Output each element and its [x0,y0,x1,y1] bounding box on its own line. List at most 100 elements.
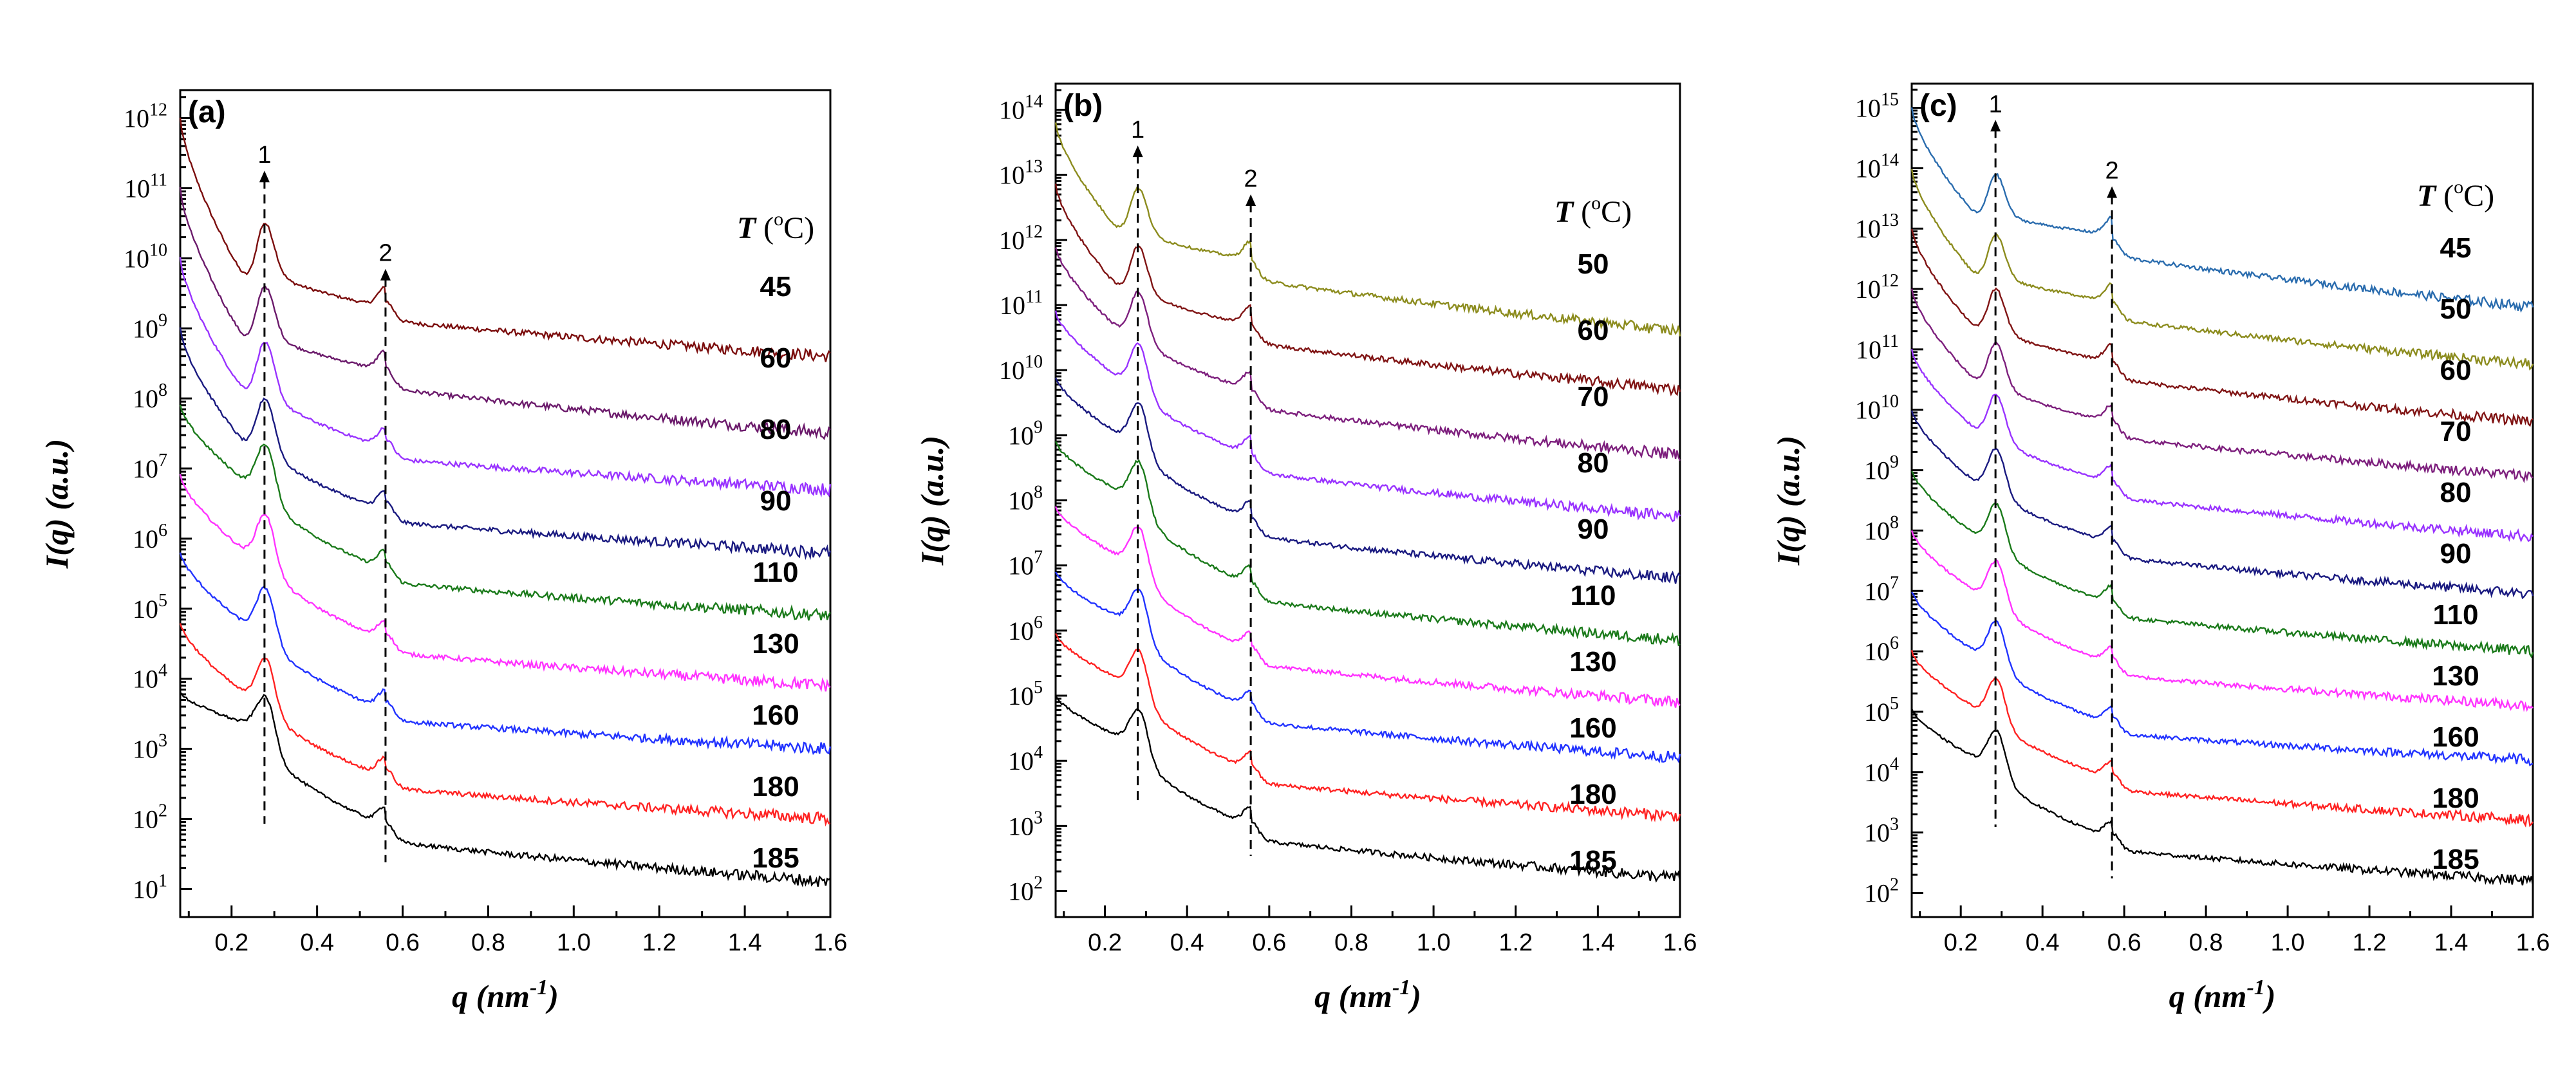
x-tick-label: 0.8 [471,929,505,956]
y-tick-label: 108 [1008,483,1043,515]
peak-label: 1 [257,142,271,169]
series-line-160 [179,552,832,756]
x-tick-label: 1.4 [2434,929,2469,956]
series-line-60 [1054,183,1681,396]
y-tick-label: 102 [1008,873,1043,906]
panel-b: 102 103 104 105 106 107 108 109 1010 1011 1012 1013… [914,82,1697,1014]
temperature-label-45: 45 [760,271,792,302]
series-line-80 [1910,349,2534,543]
series-line-50 [1054,122,1681,337]
temperature-label-90: 90 [2440,538,2472,570]
series-line-130 [1910,530,2534,712]
temperature-label-110: 110 [1571,580,1616,611]
y-tick-label: 104 [133,661,167,694]
y-tick-label: 108 [133,380,167,413]
y-tick-label: 1014 [999,91,1043,124]
y-tick-label: 101 [133,871,167,904]
temperature-header: T (oC) [737,209,814,245]
y-tick-label: 1011 [1856,331,1899,364]
temperature-header: T (oC) [1554,192,1632,229]
x-tick-label: 1.2 [2353,929,2387,956]
series-line-70 [1910,288,2534,484]
y-tick-label: 103 [1864,815,1899,848]
temperature-label-45: 45 [2440,232,2472,264]
y-tick-label: 107 [133,450,167,483]
y-tick-label: 103 [1008,808,1043,840]
peak-arrow-icon [380,268,391,281]
y-tick-label: 1010 [124,240,167,273]
y-tick-label: 106 [1864,633,1899,666]
y-tick-label: 105 [133,591,167,624]
temperature-label-180: 180 [752,771,799,802]
series-line-70 [1054,247,1681,461]
x-tick-label: 0.2 [1944,929,1978,956]
x-tick-label: 0.6 [2107,929,2142,956]
x-tick-label: 0.6 [1252,929,1286,956]
x-tick-label: 1.0 [1417,929,1451,956]
y-tick-label: 103 [133,731,167,764]
temperature-label-130: 130 [1569,646,1616,678]
series-line-110 [1054,441,1681,647]
temperature-label-180: 180 [1569,779,1616,810]
peak-arrow-icon [259,171,270,183]
temperature-label-160: 160 [752,700,799,731]
temperature-label-130: 130 [752,628,799,660]
peak-label: 2 [378,240,392,267]
x-axis-title: q (nm-1) [1314,976,1421,1014]
temperature-label-110: 110 [2433,599,2479,631]
series-line-45 [179,117,831,362]
x-axis-title: q (nm-1) [452,976,559,1014]
x-tick-label: 0.8 [2189,929,2223,956]
temperature-label-80: 80 [1578,447,1609,479]
y-tick-label: 105 [1864,694,1899,727]
series-line-130 [179,474,831,692]
x-tick-label: 1.4 [1581,929,1615,956]
y-tick-label: 105 [1008,678,1043,710]
y-tick-label: 1015 [1855,90,1899,123]
temperature-header: T (oC) [2417,176,2494,213]
peak-label: 1 [1131,116,1144,144]
x-tick-label: 0.2 [1088,929,1122,956]
series-line-90 [1910,410,2534,600]
x-tick-label: 0.4 [1170,929,1204,956]
series-line-160 [1911,591,2534,766]
x-axis-title: q (nm-1) [2169,976,2276,1014]
temperature-label-185: 185 [752,842,799,874]
plot-frame [179,89,832,918]
plot-frame [1910,82,2534,918]
temperature-label-185: 185 [1569,845,1616,876]
panel-label: (a) [188,95,226,129]
peak-label: 2 [2105,158,2119,185]
temperature-label-70: 70 [1578,381,1609,413]
y-tick-label: 1012 [124,100,167,133]
peak-arrow-icon [2107,186,2118,198]
series-line-185 [180,692,831,887]
y-tick-label: 1010 [1855,392,1899,425]
series-line-60 [179,187,831,441]
series-line-180 [1054,633,1681,822]
y-tick-label: 102 [1864,875,1899,907]
x-tick-label: 0.8 [1334,929,1368,956]
temperature-label-90: 90 [1578,514,1609,545]
y-tick-label: 104 [1864,754,1899,787]
series-line-180 [1910,649,2534,828]
x-tick-label: 1.6 [2516,929,2550,956]
y-tick-label: 107 [1008,548,1043,580]
temperature-label-50: 50 [1578,248,1609,280]
series-line-180 [179,623,831,827]
peak-label: 1 [1989,91,2002,118]
y-axis-title: I(q) (a.u.) [914,436,950,566]
y-tick-label: 1013 [999,157,1043,190]
x-tick-label: 0.2 [214,929,248,956]
y-tick-label: 1011 [124,170,167,203]
y-tick-label: 102 [133,801,167,834]
peak-label: 2 [1244,165,1258,192]
temperature-label-160: 160 [2432,721,2479,753]
temperature-label-130: 130 [2432,660,2479,692]
y-tick-label: 106 [1008,613,1043,645]
temperature-label-60: 60 [1578,315,1609,346]
panel-a: 101 102 103 104 105 106 107 108 109 1010 1011 1012 0… [39,89,847,1014]
temperature-label-160: 160 [1569,712,1616,744]
x-tick-label: 1.4 [728,929,762,956]
